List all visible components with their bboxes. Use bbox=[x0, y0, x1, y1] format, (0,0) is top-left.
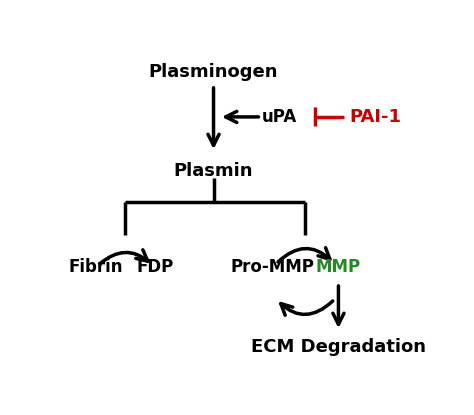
Text: MMP: MMP bbox=[316, 258, 361, 276]
Text: Fibrin: Fibrin bbox=[69, 258, 123, 276]
Text: uPA: uPA bbox=[262, 108, 297, 126]
Text: Pro-MMP: Pro-MMP bbox=[230, 258, 314, 276]
Text: FDP: FDP bbox=[136, 258, 173, 276]
Text: ECM Degradation: ECM Degradation bbox=[251, 338, 426, 356]
Text: Plasmin: Plasmin bbox=[174, 162, 253, 180]
Text: Plasminogen: Plasminogen bbox=[149, 63, 278, 81]
Text: PAI-1: PAI-1 bbox=[349, 108, 401, 126]
